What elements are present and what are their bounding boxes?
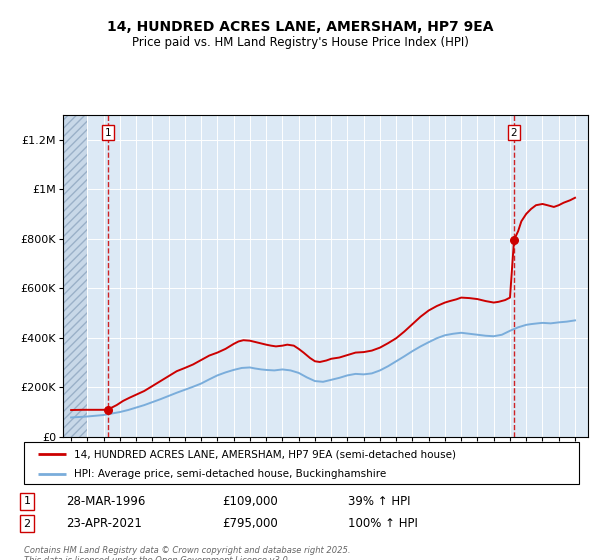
- Text: 28-MAR-1996: 28-MAR-1996: [66, 494, 145, 508]
- Text: Contains HM Land Registry data © Crown copyright and database right 2025.
This d: Contains HM Land Registry data © Crown c…: [24, 546, 350, 560]
- Bar: [63, 115, 88, 437]
- Text: £109,000: £109,000: [222, 494, 278, 508]
- Text: 14, HUNDRED ACRES LANE, AMERSHAM, HP7 9EA (semi-detached house): 14, HUNDRED ACRES LANE, AMERSHAM, HP7 9E…: [74, 449, 456, 459]
- Text: HPI: Average price, semi-detached house, Buckinghamshire: HPI: Average price, semi-detached house,…: [74, 469, 386, 479]
- Text: 39% ↑ HPI: 39% ↑ HPI: [348, 494, 410, 508]
- Text: £795,000: £795,000: [222, 517, 278, 530]
- FancyBboxPatch shape: [24, 442, 579, 484]
- Text: 100% ↑ HPI: 100% ↑ HPI: [348, 517, 418, 530]
- Text: 1: 1: [104, 128, 111, 138]
- Text: 1: 1: [23, 496, 31, 506]
- Text: Price paid vs. HM Land Registry's House Price Index (HPI): Price paid vs. HM Land Registry's House …: [131, 36, 469, 49]
- Text: 14, HUNDRED ACRES LANE, AMERSHAM, HP7 9EA: 14, HUNDRED ACRES LANE, AMERSHAM, HP7 9E…: [107, 20, 493, 34]
- Text: 2: 2: [23, 519, 31, 529]
- Text: 23-APR-2021: 23-APR-2021: [66, 517, 142, 530]
- Text: 2: 2: [511, 128, 517, 138]
